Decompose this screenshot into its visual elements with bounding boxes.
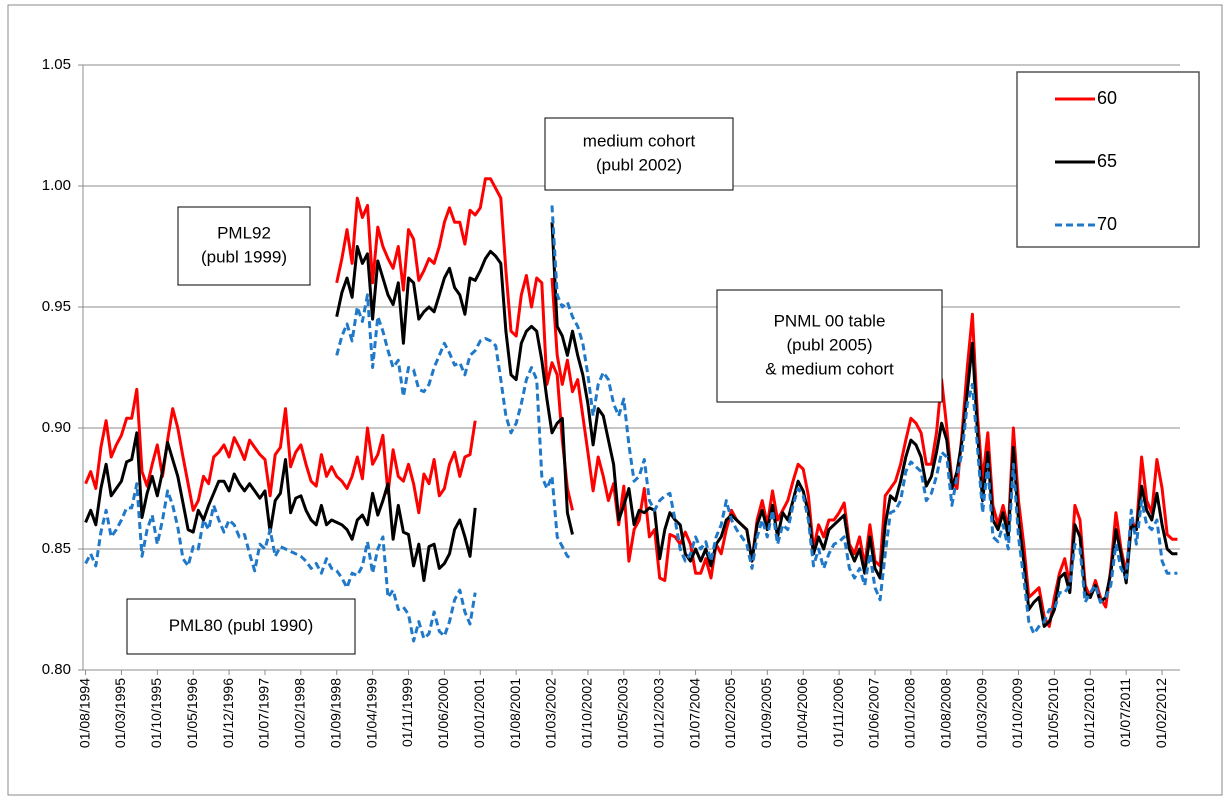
annotation-text: (publ 1999) [201,247,287,266]
legend-label: 70 [1097,214,1117,234]
annotation-box [716,289,943,403]
series-line [335,293,574,561]
series-line [84,482,477,643]
x-tick-label: 01/03/1995 [112,678,128,748]
annotation-text: PML80 (publ 1990) [169,616,314,635]
x-tick-label: 01/12/2003 [650,678,666,748]
x-tick-label: 01/10/2009 [1009,678,1025,748]
x-tick-label: 01/05/2003 [615,678,631,748]
series-line [550,205,1178,636]
x-tick-label: 01/02/2005 [722,678,738,748]
x-tick-label: 01/04/1999 [363,678,379,748]
x-tick-label: 01/02/1998 [292,678,308,748]
annotation-text: PNML 00 table [774,311,886,330]
x-tick-label: 01/06/2000 [435,678,451,748]
annotation-text: & medium cohort [765,359,894,378]
x-tick-label: 01/07/2004 [686,678,702,748]
x-tick-label: 01/01/2008 [902,678,918,748]
x-tick-label: 01/04/2006 [794,678,810,748]
x-tick-label: 01/10/2002 [579,678,595,748]
legend-box [1016,71,1200,248]
x-tick-label: 01/05/2010 [1045,678,1061,748]
y-tick-label: 0.90 [42,419,71,436]
annotation-box [544,117,734,191]
x-tick-label: 01/05/1996 [184,678,200,748]
x-tick-label: 01/02/2012 [1153,678,1169,748]
x-tick-label: 01/11/2006 [830,678,846,747]
annotation-box [126,598,356,655]
series-line [335,177,574,511]
x-tick-label: 01/12/1996 [220,678,236,748]
annotation-text: PML92 [217,223,271,242]
series-line [335,245,574,535]
series-line [84,431,477,582]
legend-label: 60 [1097,88,1117,108]
x-tick-label: 01/10/1995 [148,678,164,748]
x-tick-label: 01/06/2007 [866,678,882,748]
y-tick-label: 0.80 [42,661,71,678]
x-tick-label: 01/08/2008 [937,678,953,748]
x-tick-label: 01/07/1997 [256,678,272,748]
series-line [84,387,477,515]
x-tick-label: 01/03/2002 [543,678,559,748]
annotation-text: medium cohort [583,131,696,150]
x-tick-label: 01/07/2011 [1117,678,1133,747]
y-tick-label: 1.00 [42,177,71,194]
y-tick-label: 1.05 [42,56,71,73]
x-tick-label: 01/11/1999 [399,678,415,747]
x-tick-label: 01/01/2001 [471,678,487,748]
y-tick-label: 0.95 [42,298,71,315]
x-tick-label: 01/03/2009 [973,678,989,748]
x-tick-label: 01/09/2005 [758,678,774,748]
y-tick-label: 0.85 [42,540,71,557]
x-tick-label: 01/12/2010 [1081,678,1097,748]
annotation-text: (publ 2002) [596,155,682,174]
legend-label: 65 [1097,151,1117,171]
x-tick-label: 01/08/2001 [507,678,523,748]
x-tick-label: 01/09/1998 [327,678,343,748]
annotation-text: (publ 2005) [786,335,872,354]
x-tick-label: 01/08/1994 [76,678,92,748]
annotation-box [177,206,311,286]
